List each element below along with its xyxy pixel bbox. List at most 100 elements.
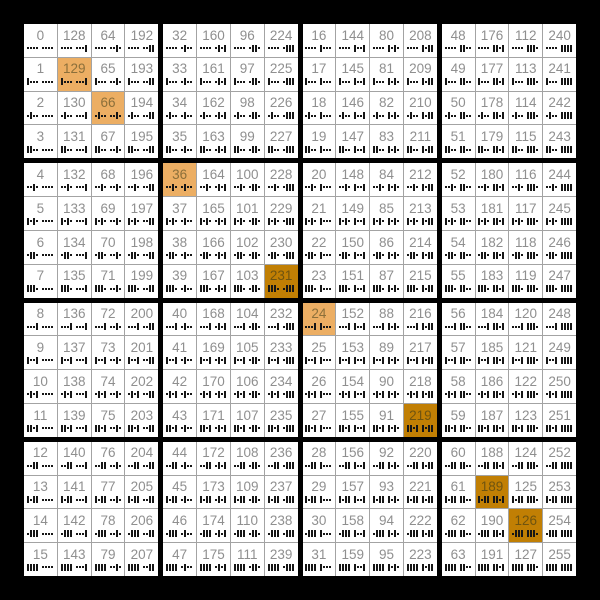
bit-one-bar-icon bbox=[152, 78, 155, 86]
bit-one-bar-icon bbox=[376, 424, 379, 432]
bit-one-bar-icon bbox=[394, 112, 397, 120]
bit-zero-dot-icon bbox=[239, 47, 242, 50]
bit-one-bar-icon bbox=[32, 285, 35, 293]
bit-one-bar-icon bbox=[530, 44, 533, 52]
bit-zero-dot-icon bbox=[199, 186, 202, 189]
cell-binary-glyph bbox=[128, 78, 155, 86]
bit-zero-dot-icon bbox=[270, 80, 273, 83]
bit-zero-dot-icon bbox=[379, 47, 382, 50]
bit-zero-dot-icon bbox=[552, 359, 555, 362]
bit-one-bar-icon bbox=[421, 496, 424, 504]
bit-zero-dot-icon bbox=[549, 186, 552, 189]
bit-one-bar-icon bbox=[382, 530, 385, 538]
bit-zero-dot-icon bbox=[465, 80, 468, 83]
bit-one-bar-icon bbox=[567, 356, 570, 364]
cell-binary-glyph bbox=[305, 390, 332, 398]
bit-zero-dot-icon bbox=[94, 464, 97, 467]
bit-one-bar-icon bbox=[285, 78, 288, 86]
bit-one-bar-icon bbox=[373, 146, 376, 154]
bit-one-bar-icon bbox=[184, 285, 187, 293]
bit-one-bar-icon bbox=[251, 563, 254, 571]
cell-value: 144 bbox=[341, 27, 364, 43]
cell-value: 197 bbox=[130, 200, 154, 216]
bit-zero-dot-icon bbox=[339, 532, 342, 535]
bit-one-bar-icon bbox=[152, 183, 155, 191]
bit-one-bar-icon bbox=[388, 146, 391, 154]
bit-zero-dot-icon bbox=[521, 80, 524, 83]
grid-cell: 46 bbox=[163, 509, 197, 543]
bit-one-bar-icon bbox=[533, 112, 536, 120]
bit-zero-dot-icon bbox=[208, 254, 211, 257]
cell-value: 46 bbox=[172, 513, 188, 529]
grid-cell: 240 bbox=[543, 24, 576, 57]
bit-zero-dot-icon bbox=[305, 47, 308, 50]
bit-zero-dot-icon bbox=[214, 325, 217, 328]
bit-one-bar-icon bbox=[493, 251, 496, 259]
bit-one-bar-icon bbox=[496, 78, 499, 86]
bit-one-bar-icon bbox=[320, 530, 323, 538]
bit-one-bar-icon bbox=[496, 390, 499, 398]
bit-one-bar-icon bbox=[444, 496, 447, 504]
bit-zero-dot-icon bbox=[41, 287, 44, 290]
cell-value: 151 bbox=[341, 268, 364, 284]
grid-cell: 55 bbox=[441, 264, 475, 298]
bit-one-bar-icon bbox=[285, 44, 288, 52]
bit-one-bar-icon bbox=[29, 530, 32, 538]
bit-zero-dot-icon bbox=[481, 186, 484, 189]
bit-zero-dot-icon bbox=[32, 47, 35, 50]
cell-binary-glyph bbox=[233, 563, 261, 571]
bit-one-bar-icon bbox=[288, 217, 291, 225]
cell-binary-glyph bbox=[444, 251, 472, 259]
cell-value: 183 bbox=[480, 268, 504, 284]
bit-one-bar-icon bbox=[94, 78, 97, 86]
bit-one-bar-icon bbox=[285, 217, 288, 225]
bit-one-bar-icon bbox=[564, 183, 567, 191]
bit-zero-dot-icon bbox=[242, 47, 245, 50]
bit-one-bar-icon bbox=[354, 424, 357, 432]
bit-zero-dot-icon bbox=[69, 47, 72, 50]
bit-zero-dot-icon bbox=[169, 498, 172, 501]
bit-one-bar-icon bbox=[354, 112, 357, 120]
bit-one-bar-icon bbox=[267, 496, 270, 504]
bit-one-bar-icon bbox=[254, 462, 257, 470]
cell-binary-glyph bbox=[267, 496, 295, 504]
grid-cell: 246 bbox=[543, 230, 576, 264]
cell-value: 36 bbox=[172, 166, 188, 182]
cell-binary-glyph bbox=[128, 563, 155, 571]
bit-zero-dot-icon bbox=[233, 47, 236, 50]
bit-zero-dot-icon bbox=[536, 464, 539, 467]
bit-zero-dot-icon bbox=[50, 80, 53, 83]
bit-one-bar-icon bbox=[555, 496, 558, 504]
grid-cell: 109 bbox=[230, 475, 264, 509]
cell-value: 94 bbox=[379, 513, 395, 529]
bit-one-bar-icon bbox=[502, 146, 505, 154]
cell-binary-glyph bbox=[166, 217, 193, 225]
bit-one-bar-icon bbox=[100, 183, 103, 191]
cell-binary-glyph bbox=[478, 217, 505, 225]
bit-one-bar-icon bbox=[84, 390, 87, 398]
bit-zero-dot-icon bbox=[81, 254, 84, 257]
bit-zero-dot-icon bbox=[465, 114, 468, 117]
bit-one-bar-icon bbox=[291, 112, 294, 120]
bit-zero-dot-icon bbox=[329, 427, 332, 430]
bit-zero-dot-icon bbox=[41, 532, 44, 535]
grid-cell: 168 bbox=[197, 302, 230, 336]
bit-one-bar-icon bbox=[462, 323, 465, 331]
bit-zero-dot-icon bbox=[484, 359, 487, 362]
bit-one-bar-icon bbox=[512, 146, 515, 154]
bit-zero-dot-icon bbox=[69, 114, 72, 117]
cell-value: 185 bbox=[480, 339, 504, 355]
bit-zero-dot-icon bbox=[205, 393, 208, 396]
bit-zero-dot-icon bbox=[248, 325, 251, 328]
cell-value: 170 bbox=[202, 373, 225, 389]
bit-one-bar-icon bbox=[239, 217, 242, 225]
bit-zero-dot-icon bbox=[555, 220, 558, 223]
bit-zero-dot-icon bbox=[478, 186, 481, 189]
bit-zero-dot-icon bbox=[481, 80, 484, 83]
bit-zero-dot-icon bbox=[379, 359, 382, 362]
grid-cell: 47 bbox=[163, 543, 197, 576]
bit-zero-dot-icon bbox=[397, 287, 400, 290]
cell-value: 58 bbox=[450, 373, 466, 389]
bit-zero-dot-icon bbox=[373, 47, 376, 50]
bit-zero-dot-icon bbox=[137, 148, 140, 151]
